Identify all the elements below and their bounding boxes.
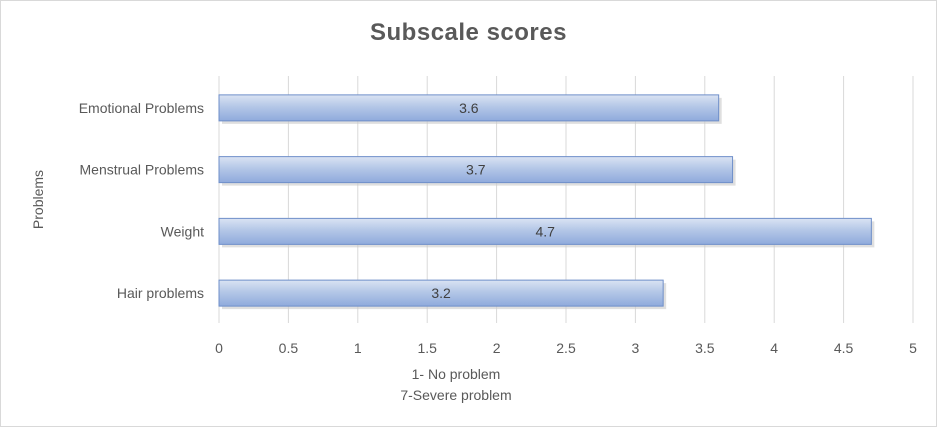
x-tick-label: 0.5: [279, 340, 299, 356]
data-label: 3.7: [466, 162, 486, 178]
x-tick-label: 0: [215, 340, 223, 356]
bar: [218, 217, 872, 245]
category-label: Menstrual Problems: [80, 162, 205, 178]
data-label: 3.2: [431, 285, 451, 301]
x-tick-label: 2: [493, 340, 501, 356]
data-label: 4.7: [535, 223, 555, 239]
x-tick-label: 5: [909, 340, 917, 356]
bars: [218, 94, 875, 310]
y-axis-title: Problems: [30, 170, 46, 229]
bar: [218, 94, 720, 122]
labels: 0 0.5 1 1.5 2 2.5 3 3.5 4 4.5 5 3.6 Emotional Proble…: [30, 100, 917, 403]
category-label: Weight: [161, 223, 204, 239]
x-tick-label: 4: [770, 340, 778, 356]
data-label: 3.6: [459, 100, 479, 116]
x-axis-title-line: 1- No problem: [412, 366, 501, 382]
x-tick-label: 1: [354, 340, 362, 356]
bar: [218, 279, 664, 307]
chart-title: Subscale scores: [370, 19, 567, 46]
bar: [218, 156, 734, 184]
x-tick-label: 3: [632, 340, 640, 356]
x-tick-label: 1.5: [417, 340, 437, 356]
x-tick-label: 2.5: [556, 340, 576, 356]
category-label: Emotional Problems: [79, 100, 204, 116]
x-tick-label: 3.5: [695, 340, 715, 356]
x-axis-title-line: 7-Severe problem: [400, 387, 511, 403]
x-tick-label: 4.5: [834, 340, 854, 356]
category-label: Hair problems: [117, 285, 204, 301]
